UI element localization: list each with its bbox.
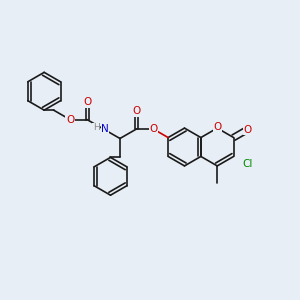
Text: O: O (243, 124, 252, 134)
Text: Cl: Cl (242, 160, 253, 170)
Text: O: O (213, 122, 221, 132)
Text: O: O (132, 106, 140, 116)
Text: H: H (93, 123, 99, 132)
Text: O: O (66, 115, 74, 124)
Text: O: O (149, 124, 158, 134)
Text: N: N (101, 124, 109, 134)
Text: O: O (83, 97, 91, 107)
